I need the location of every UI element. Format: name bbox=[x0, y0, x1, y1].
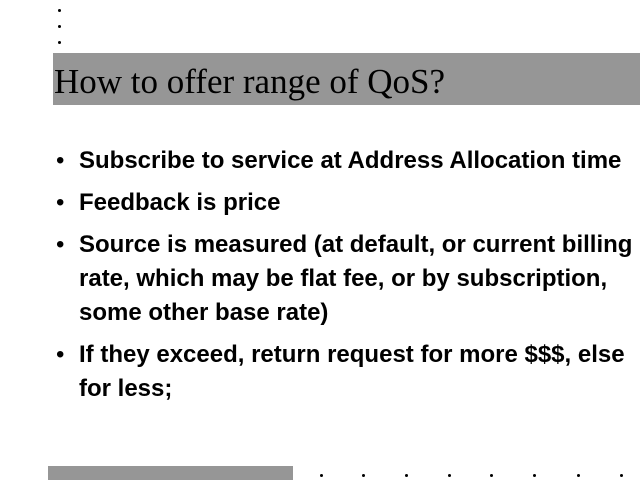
bullet-icon: • bbox=[56, 147, 65, 174]
bullet-item: • Subscribe to service at Address Allocat… bbox=[56, 144, 636, 178]
decoration-dot bbox=[58, 25, 61, 28]
bullet-item: • Feedback is price bbox=[56, 186, 636, 220]
bullet-list: • Subscribe to service at Address Allocat… bbox=[56, 144, 636, 414]
decoration-dot bbox=[58, 41, 61, 44]
bullet-item: • If they exceed, return request for more… bbox=[56, 338, 636, 406]
bullet-icon: • bbox=[56, 231, 65, 258]
decoration-dot bbox=[533, 474, 536, 477]
slide-title: How to offer range of QoS? bbox=[54, 62, 446, 101]
bullet-text: If they exceed, return request for more … bbox=[79, 341, 625, 402]
title-bar bbox=[53, 53, 640, 105]
decoration-dot bbox=[362, 474, 365, 477]
decoration-dot bbox=[320, 474, 323, 477]
decoration-dot bbox=[577, 474, 580, 477]
bullet-text: Subscribe to service at Address Allocati… bbox=[79, 147, 622, 174]
decoration-dot bbox=[620, 474, 623, 477]
bullet-icon: • bbox=[56, 341, 65, 368]
bullet-icon: • bbox=[56, 189, 65, 216]
bullet-text: Feedback is price bbox=[79, 189, 281, 216]
bottom-bar bbox=[48, 466, 293, 480]
decoration-dot bbox=[405, 474, 408, 477]
bullet-item: • Source is measured (at default, or curr… bbox=[56, 228, 636, 330]
bullet-text: Source is measured (at default, or curre… bbox=[79, 231, 633, 326]
decoration-dot bbox=[448, 474, 451, 477]
decoration-dot bbox=[490, 474, 493, 477]
decoration-dot bbox=[58, 9, 61, 12]
